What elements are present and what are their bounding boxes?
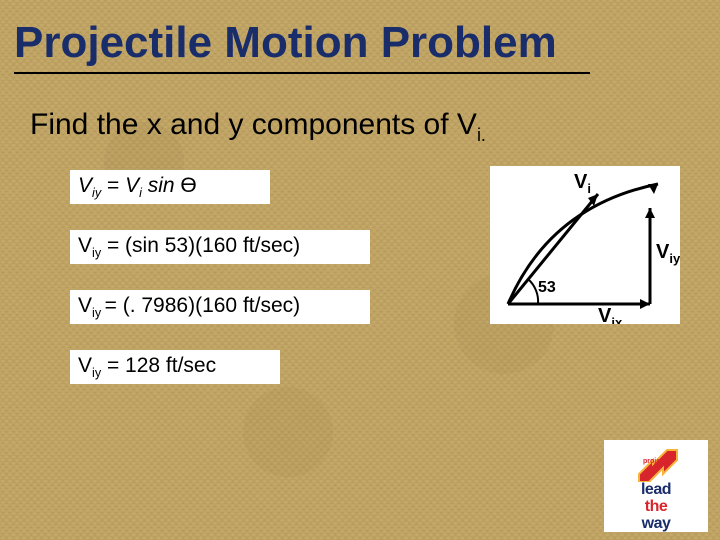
slide: Projectile Motion Problem Find the x and…	[0, 0, 720, 540]
vector-diagram: Vi Viy Vix 53	[490, 166, 680, 324]
slide-subtitle: Find the x and y components of Vi.	[30, 108, 486, 146]
svg-text:53: 53	[538, 279, 556, 296]
equation-row: Viy = (. 7986)(160 ft/sec)	[70, 290, 370, 324]
equation-row: Viy = Vi sin Ө	[70, 170, 270, 204]
slide-title: Projectile Motion Problem	[14, 18, 557, 68]
logo-project-label: project	[643, 458, 666, 465]
subtitle-sub: i.	[477, 125, 486, 145]
subtitle-leading: Find the x and y components of V	[30, 108, 477, 141]
logo-line-3: way	[604, 516, 708, 533]
lead-the-way-logo: project lead the way	[604, 440, 708, 532]
logo-line-1: lead	[604, 482, 708, 499]
svg-text:Viy: Viy	[656, 241, 680, 266]
svg-text:Vix: Vix	[598, 305, 623, 324]
logo-line-2: the	[604, 499, 708, 516]
logo-arrow-icon: project	[633, 444, 679, 482]
title-underline	[14, 72, 590, 74]
svg-text:Vi: Vi	[574, 171, 591, 196]
equation-row: Viy = 128 ft/sec	[70, 350, 280, 384]
vector-diagram-svg: Vi Viy Vix 53	[490, 166, 680, 324]
equation-row: Viy = (sin 53)(160 ft/sec)	[70, 230, 370, 264]
